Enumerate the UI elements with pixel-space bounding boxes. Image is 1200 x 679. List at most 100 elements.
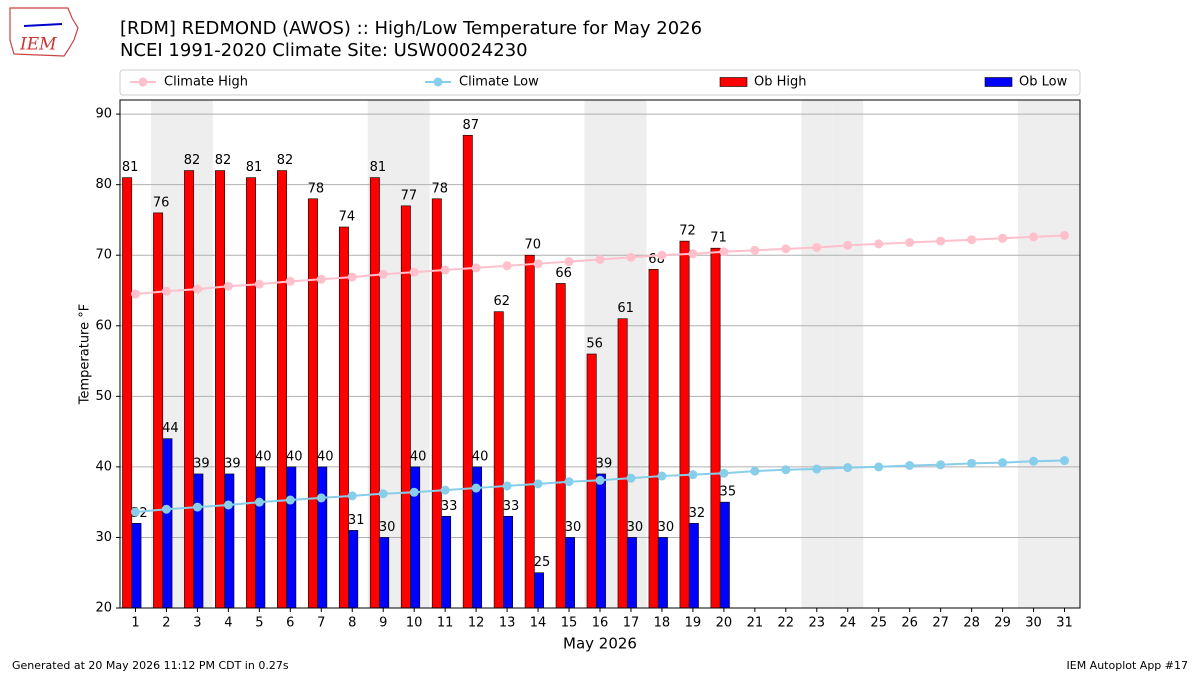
legend-box xyxy=(119,69,1081,96)
climate-point xyxy=(502,481,512,491)
x-tick-label: 7 xyxy=(317,616,325,631)
climate-point xyxy=(843,240,853,250)
x-tick-label: 22 xyxy=(778,616,795,631)
x-tick-label: 6 xyxy=(286,616,294,631)
value-label: 81 xyxy=(370,160,387,175)
climate-point xyxy=(316,274,326,284)
legend-swatch xyxy=(984,77,1013,87)
climate-point xyxy=(874,239,884,249)
climate-point xyxy=(1060,230,1070,240)
climate-point xyxy=(192,284,202,294)
legend-marker xyxy=(138,77,148,87)
climate-point xyxy=(936,236,946,246)
climate-point xyxy=(781,244,791,254)
value-label: 74 xyxy=(339,210,356,225)
climate-point xyxy=(440,485,450,495)
climate-point xyxy=(874,462,884,472)
climate-point xyxy=(161,504,171,514)
y-tick-label: 50 xyxy=(95,389,112,404)
x-tick-label: 1 xyxy=(131,616,139,631)
value-label: 33 xyxy=(441,499,458,514)
y-axis-label: Temperature °F xyxy=(78,304,93,405)
climate-point xyxy=(967,458,977,468)
climate-point xyxy=(130,289,140,299)
bar xyxy=(162,438,173,609)
x-tick-label: 24 xyxy=(839,616,856,631)
climate-point xyxy=(1029,456,1039,466)
climate-point xyxy=(285,276,295,286)
x-tick-label: 12 xyxy=(468,616,485,631)
value-label: 31 xyxy=(348,513,365,528)
value-label: 78 xyxy=(308,181,325,196)
weekend-shade xyxy=(1049,100,1080,608)
climate-point xyxy=(254,279,264,289)
bar xyxy=(400,205,411,609)
climate-point xyxy=(223,281,233,291)
x-tick-label: 25 xyxy=(870,616,887,631)
y-tick-label: 40 xyxy=(95,459,112,474)
value-label: 40 xyxy=(286,449,303,464)
bar xyxy=(503,515,513,609)
value-label: 61 xyxy=(617,301,634,316)
climate-point xyxy=(533,479,543,489)
bar xyxy=(555,283,566,609)
bar xyxy=(534,572,544,609)
value-label: 40 xyxy=(317,449,334,464)
x-tick-label: 28 xyxy=(963,616,980,631)
bar xyxy=(626,537,637,609)
climate-point xyxy=(316,493,326,503)
value-label: 39 xyxy=(193,456,210,471)
climate-point xyxy=(657,250,667,260)
value-label: 30 xyxy=(627,520,644,535)
climate-point xyxy=(967,235,977,245)
x-tick-label: 3 xyxy=(193,616,201,631)
bar xyxy=(710,247,721,609)
value-label: 62 xyxy=(493,294,510,309)
x-tick-label: 13 xyxy=(499,616,516,631)
x-tick-label: 18 xyxy=(654,616,671,631)
x-tick-label: 30 xyxy=(1025,616,1042,631)
bar xyxy=(307,198,318,609)
value-label: 81 xyxy=(246,160,263,175)
climate-point xyxy=(595,475,605,485)
logo-outline xyxy=(9,7,79,57)
x-tick-label: 27 xyxy=(932,616,949,631)
bar xyxy=(617,318,628,609)
x-tick-label: 14 xyxy=(530,616,547,631)
climate-point xyxy=(719,247,729,257)
legend-label: Ob Low xyxy=(1019,75,1068,90)
x-tick-label: 26 xyxy=(901,616,918,631)
climate-point xyxy=(161,286,171,296)
bar xyxy=(215,170,225,609)
value-label: 82 xyxy=(215,153,232,168)
x-tick-label: 31 xyxy=(1056,616,1073,631)
logo-line xyxy=(23,23,63,27)
legend-marker xyxy=(433,77,443,87)
x-tick-label: 11 xyxy=(437,616,454,631)
bar xyxy=(493,311,504,609)
value-label: 33 xyxy=(503,499,520,514)
climate-point xyxy=(564,477,574,487)
x-tick-label: 21 xyxy=(747,616,764,631)
value-label: 25 xyxy=(534,555,551,570)
climate-point xyxy=(750,245,760,255)
bar xyxy=(595,473,606,609)
x-tick-label: 8 xyxy=(348,616,356,631)
value-label: 70 xyxy=(524,238,541,253)
climate-point xyxy=(192,502,202,512)
climate-point xyxy=(130,507,140,517)
climate-point xyxy=(843,463,853,473)
value-label: 30 xyxy=(379,520,396,535)
bar xyxy=(379,537,390,609)
x-tick-label: 17 xyxy=(623,616,640,631)
climate-point xyxy=(471,483,481,493)
bar xyxy=(122,177,133,609)
x-tick-label: 5 xyxy=(255,616,263,631)
value-label: 30 xyxy=(565,520,582,535)
bar xyxy=(277,170,287,609)
bar xyxy=(317,466,328,609)
bar xyxy=(648,269,659,609)
footer-right: IEM Autoplot App #17 xyxy=(1067,659,1189,672)
value-label: 35 xyxy=(720,485,737,500)
